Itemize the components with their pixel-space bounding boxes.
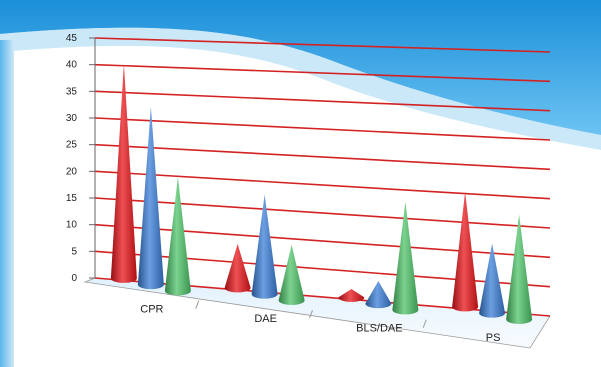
cone xyxy=(164,176,191,296)
y-tick-label: 35 xyxy=(66,86,78,97)
cone xyxy=(479,243,506,318)
gridline xyxy=(94,90,551,112)
cone-mark xyxy=(365,281,392,309)
x-category-label: BLS/DAE xyxy=(356,322,402,334)
cone-mark xyxy=(164,176,191,296)
y-tick-label: 25 xyxy=(66,140,78,151)
y-tick-label: 20 xyxy=(66,166,78,177)
gridline xyxy=(94,223,551,259)
cone xyxy=(110,63,137,283)
cone-mark xyxy=(338,288,365,302)
cone-mark xyxy=(452,191,479,312)
cone xyxy=(506,214,533,324)
cone xyxy=(392,201,419,315)
x-category-label: DAE xyxy=(254,313,277,325)
y-tick-label: 10 xyxy=(66,220,78,231)
y-tick-label: 40 xyxy=(66,60,78,71)
gridline xyxy=(94,170,551,200)
cone-mark xyxy=(479,243,506,318)
cone-mark xyxy=(137,106,164,290)
plot-area: 0 5 10 15 20 25 30 35 40 45 CPR DAE BLS/DAE PS xyxy=(66,33,551,349)
cone xyxy=(365,281,392,309)
cone-mark xyxy=(110,63,137,283)
cone-mark xyxy=(224,243,251,293)
gridline xyxy=(94,37,551,53)
cone xyxy=(251,194,278,299)
cone xyxy=(137,106,164,290)
y-tick-label: 15 xyxy=(66,193,78,204)
gridline xyxy=(94,143,551,171)
gridline xyxy=(94,63,551,83)
y-axis-ticks: 0 5 10 15 20 25 30 35 40 45 xyxy=(66,33,95,284)
cone xyxy=(452,191,479,312)
x-category-label: CPR xyxy=(140,303,163,315)
gridline xyxy=(94,197,551,229)
cone-series xyxy=(110,63,533,324)
y-tick-label: 5 xyxy=(71,246,77,257)
cone-mark xyxy=(506,214,533,324)
cone-mark xyxy=(392,201,419,315)
y-tick-label: 30 xyxy=(66,113,78,124)
x-axis-labels: CPR DAE BLS/DAE PS xyxy=(140,300,501,344)
x-category-label: PS xyxy=(486,332,501,344)
cone xyxy=(278,244,305,305)
gridline xyxy=(94,117,551,141)
cone xyxy=(224,243,251,293)
cone-mark xyxy=(251,194,278,299)
cone-mark xyxy=(278,244,305,305)
y-tick-label: 45 xyxy=(66,33,78,44)
cone xyxy=(338,288,365,302)
y-tick-label: 0 xyxy=(71,273,77,284)
